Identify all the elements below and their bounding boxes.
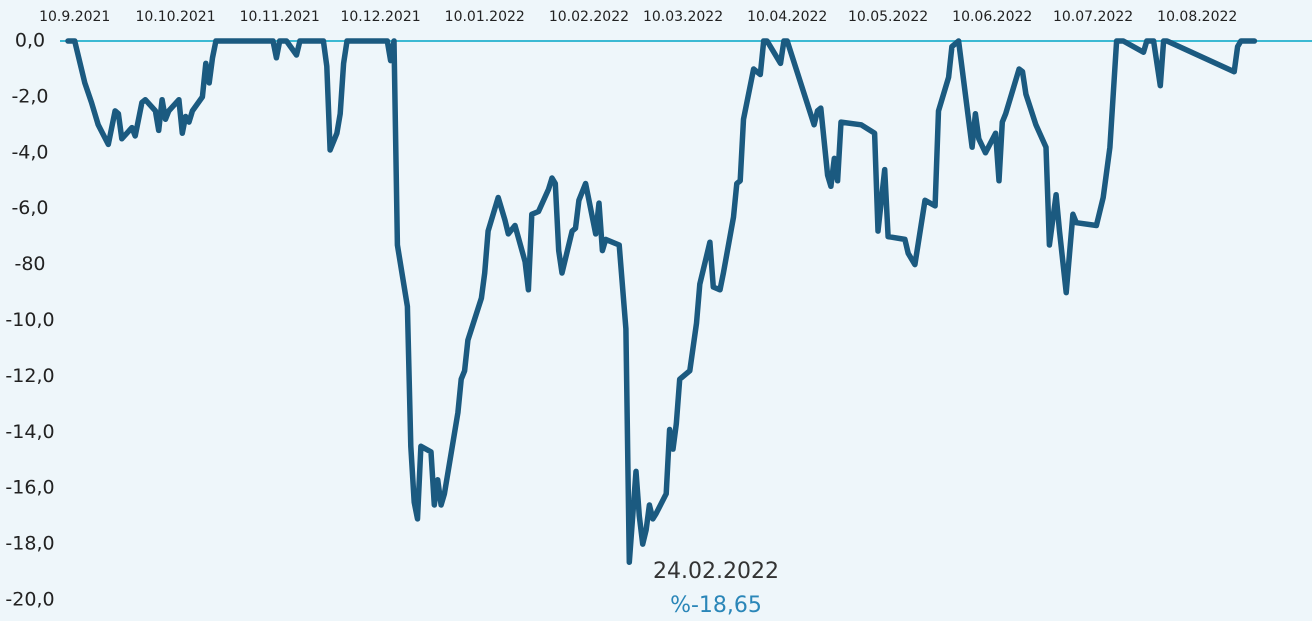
y-tick-label: -12,0: [5, 365, 54, 387]
x-tick-label: 10.08.2022: [1157, 9, 1237, 25]
y-tick-label: -16,0: [5, 477, 54, 499]
x-tick-label: 10.07.2022: [1053, 9, 1133, 25]
x-tick-label: 10.9.2021: [39, 9, 110, 25]
x-tick-label: 10.03.2022: [643, 9, 723, 25]
y-tick-label: -80: [14, 253, 45, 275]
y-tick-label: -6,0: [11, 197, 48, 219]
data-line: [65, 38, 1258, 566]
y-tick-label: -4,0: [11, 141, 48, 163]
y-tick-label: -14,0: [5, 421, 54, 443]
y-tick-label: -2,0: [11, 85, 48, 107]
x-tick-label: 10.02.2022: [549, 9, 629, 25]
y-tick-label: 0,0: [15, 30, 45, 52]
x-tick-label: 10.06.2022: [952, 9, 1032, 25]
y-tick-label: -18,0: [5, 533, 54, 555]
x-tick-label: 10.05.2022: [848, 9, 928, 25]
annotation-date: 24.02.2022: [653, 559, 779, 584]
x-tick-label: 10.10.2021: [135, 9, 215, 25]
y-tick-label: -20,0: [5, 589, 54, 611]
x-tick-label: 10.11.2021: [240, 9, 320, 25]
annotation-value: %-18,65: [670, 593, 762, 618]
x-tick-label: 10.12.2021: [340, 9, 420, 25]
y-tick-label: -10,0: [5, 309, 54, 331]
x-tick-label: 10.01.2022: [445, 9, 525, 25]
x-tick-label: 10.04.2022: [747, 9, 827, 25]
